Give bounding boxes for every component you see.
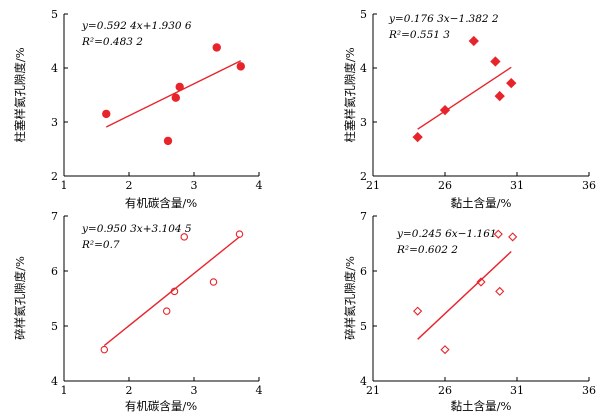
data-point [171, 93, 180, 102]
y-tick-label: 5 [51, 8, 58, 21]
y-tick-label: 3 [51, 116, 58, 129]
equation-label: y=0.245 6x−1.161 [396, 228, 497, 240]
y-tick-label: 5 [360, 8, 367, 21]
trend-line [417, 66, 512, 130]
y-axis-title: 柱塞样氦孔隙度/% [343, 47, 357, 142]
y-tick-label: 5 [51, 320, 58, 333]
data-point [209, 278, 218, 286]
data-point [212, 43, 221, 52]
y-axis-title: 柱塞样氦孔隙度/% [13, 47, 27, 142]
data-point [476, 277, 486, 287]
equation-label: y=0.950 3x+3.104 5 [81, 223, 192, 235]
y-axis-title: 碎样氦孔隙度/% [343, 256, 357, 340]
trend-line [417, 250, 512, 340]
x-tick-label: 26 [438, 179, 452, 192]
r2-label: R²=0.602 2 [396, 244, 458, 256]
y-tick-label: 4 [360, 375, 367, 388]
panel-organic-carbon-crushed: 1 2 3 4 4 5 6 7 y=0.950 3x+3.104 5 R²=0.7 有机碳含量… [13, 210, 263, 413]
data-point [440, 345, 450, 355]
x-tick-label: 31 [510, 384, 524, 397]
x-tick-label: 3 [191, 179, 198, 192]
equation-label: y=0.592 4x+1.930 6 [81, 20, 192, 32]
data-point [236, 62, 245, 71]
data-point [175, 82, 184, 92]
data-point [506, 77, 517, 89]
trend-line [105, 60, 242, 128]
data-point [439, 104, 451, 116]
data-point [100, 345, 109, 354]
y-tick-label: 4 [51, 62, 58, 75]
y-tick-label: 3 [360, 116, 367, 129]
y-tick-label: 2 [51, 170, 58, 183]
y-tick-label: 6 [360, 265, 367, 278]
x-tick-label: 31 [510, 179, 524, 192]
y-tick-label: 7 [360, 210, 367, 223]
y-tick-label: 5 [360, 320, 367, 333]
x-axis-title: 黏土含量/% [451, 399, 512, 413]
data-point [180, 233, 189, 241]
x-tick-label: 1 [61, 179, 68, 192]
data-point [235, 230, 244, 238]
y-tick-label: 2 [360, 170, 367, 183]
r2-label: R²=0.483 2 [81, 36, 143, 48]
y-tick-label: 4 [360, 62, 367, 75]
x-tick-label: 2 [126, 384, 133, 397]
x-axis-title: 黏土含量/% [451, 196, 512, 210]
data-point [102, 109, 111, 119]
x-axis-title: 有机碳含量/% [125, 399, 197, 413]
x-tick-label: 4 [256, 384, 263, 397]
data-point [493, 229, 503, 239]
data-point [494, 90, 505, 102]
r2-label: R²=0.7 [81, 239, 120, 251]
panel-clay-plug: 21 26 31 36 2 3 4 5 y=0.176 3x−1.382 2 R²=0.551… [343, 8, 596, 210]
x-tick-label: 3 [191, 384, 198, 397]
data-point [468, 35, 479, 47]
x-tick-label: 26 [438, 384, 452, 397]
trend-line [103, 236, 240, 347]
y-axis-title: 碎样氦孔隙度/% [13, 256, 27, 340]
x-tick-label: 21 [366, 179, 380, 192]
y-tick-label: 7 [51, 210, 58, 223]
data-point [495, 286, 505, 296]
data-point [490, 56, 501, 67]
x-tick-label: 21 [366, 384, 380, 397]
x-tick-label: 2 [126, 179, 133, 192]
data-point [412, 131, 423, 143]
data-point [413, 306, 423, 316]
data-point [163, 136, 173, 146]
panel-clay-crushed: 21 26 31 36 4 5 6 7 y=0.245 6x−1.161 R²=0.602 2… [343, 210, 596, 413]
x-tick-label: 36 [582, 179, 596, 192]
x-axis-title: 有机碳含量/% [125, 196, 197, 210]
data-point [162, 307, 171, 315]
x-tick-label: 1 [61, 384, 68, 397]
r2-label: R²=0.551 3 [388, 29, 450, 41]
y-tick-label: 6 [51, 265, 58, 278]
x-tick-label: 4 [256, 179, 263, 192]
equation-label: y=0.176 3x−1.382 2 [388, 13, 499, 25]
data-point [508, 232, 518, 242]
y-tick-label: 4 [51, 375, 58, 388]
data-point [170, 287, 179, 296]
x-tick-label: 36 [582, 384, 596, 397]
